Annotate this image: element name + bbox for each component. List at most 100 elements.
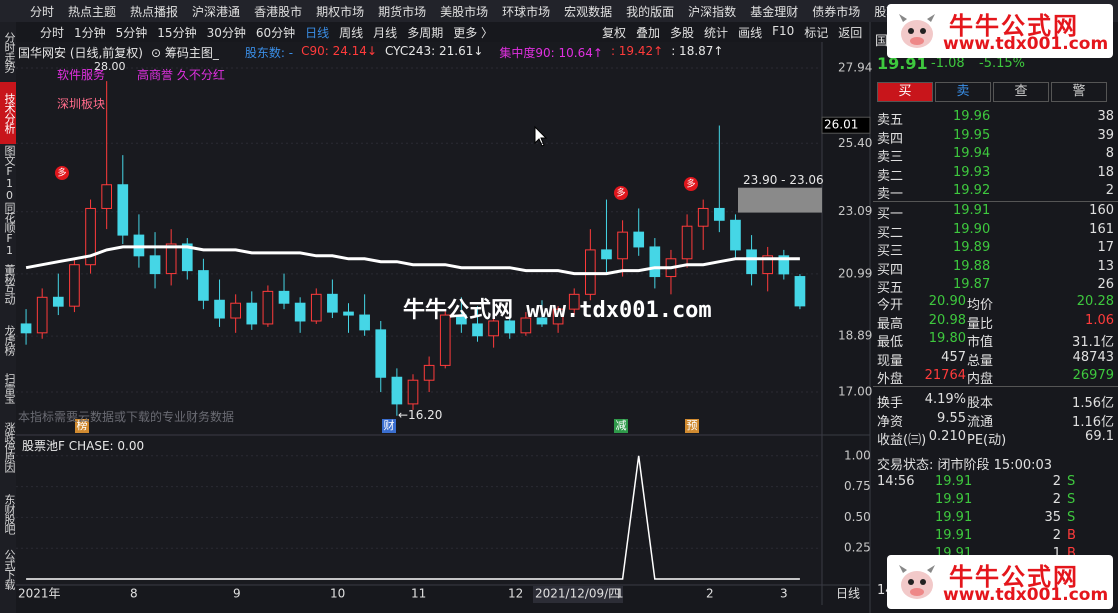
period-tab[interactable]: 分时	[40, 26, 65, 40]
side-tab[interactable]: 涨跌停原因	[3, 422, 16, 472]
menu-item[interactable]: 沪深指数	[688, 4, 737, 19]
tool-button[interactable]: 统计	[704, 26, 729, 40]
side-tab[interactable]: 图文F10	[3, 145, 16, 201]
side-tab[interactable]: 东财股吧	[3, 494, 16, 534]
candle-body	[552, 308, 564, 325]
tool-button[interactable]: F10	[772, 24, 795, 38]
menu-item[interactable]: 环球市场	[502, 4, 551, 19]
side-tab[interactable]: 公式下载	[3, 548, 16, 589]
tool-button[interactable]: 画线	[738, 26, 763, 40]
trade-button[interactable]: 查	[993, 82, 1049, 102]
zone-label: 23.90 - 23.06	[743, 173, 824, 187]
period-tab[interactable]: 周线	[339, 26, 364, 40]
x-tick-label: 12	[508, 587, 523, 601]
period-tab[interactable]: 1分钟	[74, 26, 106, 40]
candle-body	[504, 320, 516, 334]
tool-button[interactable]: 返回	[838, 26, 863, 40]
tool-button[interactable]: 标记	[804, 26, 829, 40]
quote-text: 总量	[967, 353, 994, 369]
menu-item[interactable]: 热点播报	[130, 4, 179, 19]
quote-text: 交易状态: 闭市阶段 15:00:03	[877, 458, 1053, 473]
x-tick-label: 9	[233, 587, 241, 601]
candle-body	[343, 311, 354, 316]
candle-body	[730, 219, 741, 251]
tool-button[interactable]: 多股	[670, 26, 695, 40]
menu-item[interactable]: 基金理财	[750, 4, 799, 19]
menu-item[interactable]: 沪深港通	[192, 4, 241, 19]
x-tick-label: 3	[780, 587, 788, 601]
quote-text: 收益(㈢)	[877, 433, 927, 448]
trade-button[interactable]: 买	[877, 82, 933, 102]
candle-body	[633, 231, 645, 248]
candle-body	[117, 184, 129, 236]
candle-body	[214, 299, 225, 319]
marker-label: 财	[384, 418, 395, 432]
menu-item[interactable]: 债券市场	[812, 4, 861, 19]
quote-text: 14:56	[877, 474, 915, 489]
candle-body	[327, 293, 338, 313]
side-tab[interactable]: 董秘互动	[3, 264, 16, 304]
watermark: 牛牛公式网 www.tdx001.com	[403, 298, 712, 323]
period-tab[interactable]: 更多 〉	[453, 26, 494, 40]
high-label: 28.00	[94, 60, 126, 73]
candle-body	[294, 302, 306, 322]
x-tick-label: 10	[330, 587, 345, 601]
quote-text: 19.96	[953, 109, 991, 124]
x-tick-label: 8	[130, 587, 138, 601]
marker-label: 多	[616, 187, 625, 199]
quote-text: 19.89	[953, 240, 991, 255]
book-divider	[873, 201, 1118, 202]
quote-text: 19.80	[928, 331, 966, 346]
side-tab[interactable]: 技术分析	[0, 82, 16, 144]
menu-item[interactable]: 期权市场	[316, 4, 365, 19]
side-tab[interactable]: 同花顺F10	[3, 202, 16, 254]
menu-item[interactable]: 我的版面	[626, 4, 675, 19]
brand-url: www.tdx001.com	[943, 585, 1109, 605]
menu-item[interactable]: 分时	[30, 4, 55, 19]
side-tab[interactable]: 分时走势	[3, 32, 16, 72]
trade-button[interactable]: 卖	[935, 82, 991, 102]
period-tab[interactable]: 15分钟	[157, 26, 197, 40]
tool-button[interactable]: 叠加	[636, 26, 661, 40]
period-tab[interactable]: 多周期	[407, 26, 444, 40]
quote-panel: 国 19.91 -1.08 -5.15% 买卖查警卖五 19.96 38 卖四 19.95 39 卖…	[873, 22, 1118, 613]
quote-text: 买五	[877, 281, 904, 296]
side-tab[interactable]: 扫雷宝	[3, 373, 16, 403]
indicator[interactable]: ⊙ 筹码主图_	[151, 46, 219, 60]
marker-label: 预	[687, 419, 698, 432]
quote-text: 19.91	[935, 474, 973, 489]
menu-item[interactable]: 美股市场	[440, 4, 489, 19]
company-tags: 高商誉 久不分红	[137, 68, 225, 82]
c90: C90: 24.14↓	[301, 44, 377, 58]
menu-item[interactable]: 热点主题	[68, 4, 117, 19]
quote-text: 最低	[877, 335, 904, 350]
tool-button[interactable]: 复权	[602, 26, 627, 40]
candle-body	[36, 296, 48, 334]
y-tick-label: 25.40	[838, 136, 872, 150]
menu-item[interactable]: 香港股市	[254, 4, 303, 19]
y-tick-label: 27.94	[838, 61, 872, 75]
period-tab[interactable]: 5分钟	[115, 26, 148, 40]
quote-text: 卖四	[877, 131, 904, 147]
candle-body	[310, 293, 322, 322]
trade-button[interactable]: 警	[1051, 82, 1107, 102]
candle-body	[713, 207, 725, 221]
period-tab[interactable]: 月线	[373, 26, 398, 40]
sub-title: 股票池F CHASE: 0.00	[22, 439, 145, 453]
quote-text: 19.91	[953, 203, 991, 218]
brand-name: 牛牛公式网	[949, 12, 1079, 40]
quote-text: 19.95	[953, 127, 991, 143]
period-tab[interactable]: 日线	[305, 26, 330, 40]
quote-text: 买三	[877, 244, 904, 259]
value: : 18.87↑	[671, 44, 724, 58]
candle-body	[407, 379, 419, 405]
menu-item[interactable]: 宏观数据	[564, 4, 613, 19]
quote-text: 39	[1097, 127, 1114, 143]
period-tab[interactable]: 30分钟	[206, 26, 246, 40]
menu-item[interactable]: 期货市场	[378, 4, 427, 19]
quote-text: 外盘	[877, 372, 904, 387]
side-tab[interactable]: 龙虎榜	[3, 325, 16, 355]
period-tab[interactable]: 60分钟	[255, 26, 296, 40]
quote-text: 35	[1044, 510, 1061, 525]
